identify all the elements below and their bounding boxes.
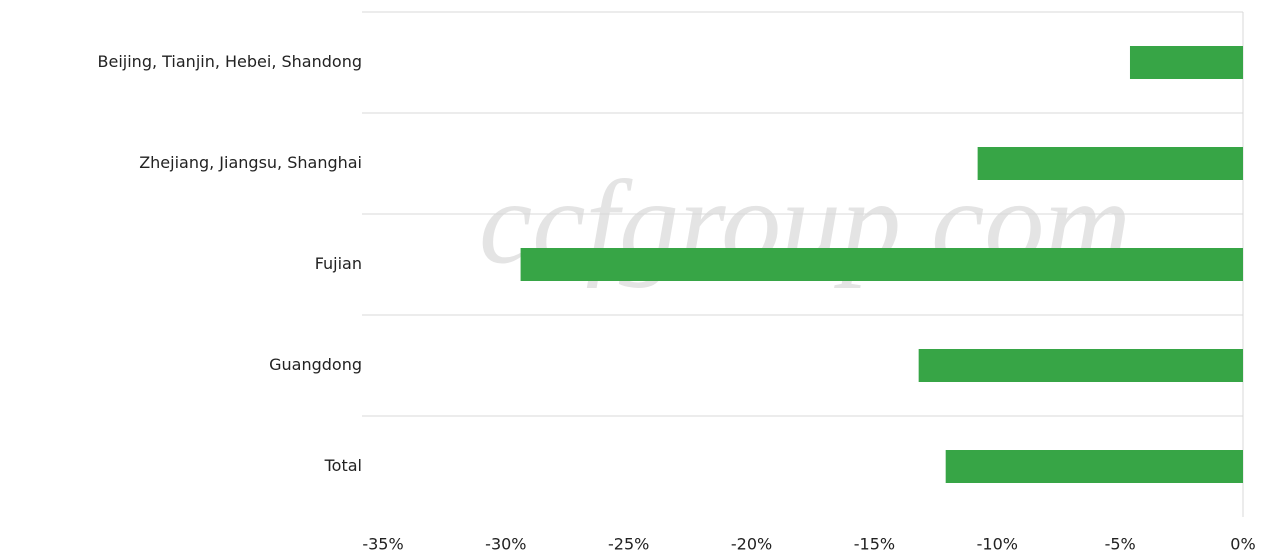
x-tick-label: -20% xyxy=(731,535,772,554)
x-tick-label: -25% xyxy=(608,535,649,554)
y-tick-label: Zhejiang, Jiangsu, Shanghai xyxy=(139,153,362,172)
y-tick-label: Guangdong xyxy=(269,355,362,374)
y-tick-label: Beijing, Tianjin, Hebei, Shandong xyxy=(98,52,362,71)
bar xyxy=(977,147,1243,180)
y-tick-label: Fujian xyxy=(315,254,362,273)
bar xyxy=(918,349,1243,382)
x-tick-label: -5% xyxy=(1105,535,1136,554)
y-tick-label: Total xyxy=(324,456,362,475)
bar xyxy=(520,248,1243,281)
bar xyxy=(945,450,1243,483)
x-tick-label: -35% xyxy=(362,535,403,554)
x-tick-label: -15% xyxy=(854,535,895,554)
x-tick-label: -30% xyxy=(485,535,526,554)
x-tick-label: -10% xyxy=(977,535,1018,554)
bar xyxy=(1129,46,1243,79)
x-tick-label: 0% xyxy=(1230,535,1255,554)
